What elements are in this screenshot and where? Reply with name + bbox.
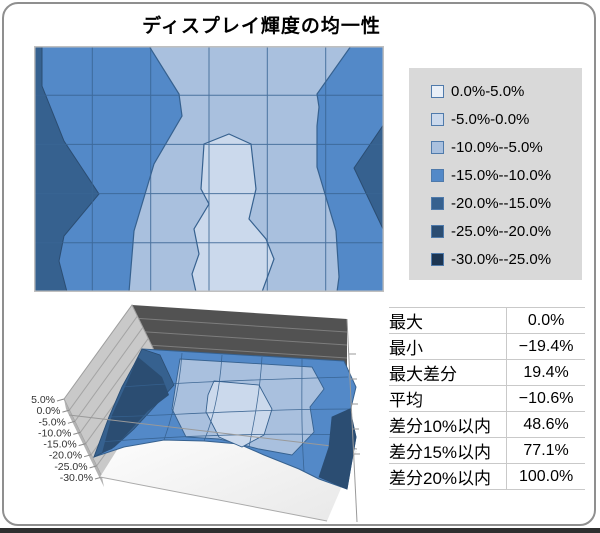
legend-swatch (431, 112, 444, 126)
legend-swatch (431, 168, 444, 182)
stats-label: 差分10%以内 (389, 411, 507, 438)
surface-band-m5-0 (205, 380, 273, 448)
legend-label: -25.0%--20.0% (451, 222, 552, 240)
floor-front-edge (99, 476, 328, 522)
legend-swatch (431, 196, 444, 210)
stats-label: 平均 (389, 385, 507, 412)
stats-value: 48.6% (506, 411, 585, 438)
bottom-edge-bar (0, 528, 600, 533)
legend-label: -5.0%-0.0% (451, 110, 530, 128)
z-axis-labels: 5.0% 0.0% -5.0% -10.0% -15.0% -20.0% -25… (31, 394, 93, 484)
stats-value: 100.0% (506, 463, 585, 490)
surface-3d-chart: 5.0% 0.0% -5.0% -10.0% -15.0% -20.0% -25… (14, 297, 384, 524)
contour-chart (33, 45, 385, 297)
right-axis-ticks (349, 353, 360, 455)
stats-value: 19.4% (506, 359, 585, 386)
surface-band-right-dark (318, 408, 357, 490)
chart-card: ディスプレイ輝度の均一性 (2, 2, 596, 526)
stats-label: 最大 (389, 307, 507, 334)
stats-table: 最大 0.0% 最小 −19.4% 最大差分 19.4% 平均 −10.6% 差… (389, 307, 585, 490)
legend-label: -30.0%--25.0% (451, 250, 552, 268)
stats-value: 77.1% (506, 437, 585, 464)
legend-label: 0.0%-5.0% (451, 82, 525, 100)
legend-item: -30.0%--25.0% (431, 245, 582, 273)
legend-item: -10.0%--5.0% (431, 133, 582, 161)
legend-swatch (431, 140, 444, 154)
legend-label: -15.0%--10.0% (451, 166, 552, 184)
floor-level-line (68, 414, 358, 450)
stats-row: 平均 −10.6% (389, 385, 585, 412)
z-axis-label: -25.0% (54, 461, 87, 473)
chart-title: ディスプレイ輝度の均一性 (142, 16, 381, 37)
stats-row: 最大 0.0% (389, 307, 585, 334)
surface-3d-svg: 5.0% 0.0% -5.0% -10.0% -15.0% -20.0% -25… (31, 304, 360, 523)
legend-item: -25.0%--20.0% (431, 217, 582, 245)
legend-swatch (431, 84, 444, 98)
legend: 0.0%-5.0% -5.0%-0.0% -10.0%--5.0% -15.0%… (409, 68, 582, 280)
legend-swatch (431, 224, 444, 238)
contour-svg (33, 45, 385, 293)
legend-label: -20.0%--15.0% (451, 194, 552, 212)
stats-label: 差分20%以内 (389, 463, 507, 490)
legend-item: 0.0%-5.0% (431, 77, 582, 105)
stats-row: 差分20%以内 100.0% (389, 463, 585, 490)
right-axis (346, 318, 358, 523)
stats-row: 最小 −19.4% (389, 333, 585, 360)
stats-value: −10.6% (506, 385, 585, 412)
legend-item: -20.0%--15.0% (431, 189, 582, 217)
surface-mesh (99, 352, 353, 472)
contour-gridlines (34, 46, 384, 292)
z-axis-label: 5.0% (31, 394, 55, 406)
z-axis-label: -15.0% (43, 439, 76, 451)
stats-value: −19.4% (506, 333, 585, 360)
z-axis-label: -5.0% (38, 416, 65, 428)
contour-frame (34, 46, 384, 292)
z-axis-label: 0.0% (36, 405, 60, 417)
stats-label: 最小 (389, 333, 507, 360)
z-axis-label: -30.0% (60, 472, 93, 484)
stats-value: 0.0% (506, 307, 585, 334)
stats-row: 差分10%以内 48.6% (389, 411, 585, 438)
legend-swatch (431, 252, 444, 266)
legend-item: -15.0%--10.0% (431, 161, 582, 189)
z-axis-label: -10.0% (38, 427, 71, 439)
surface-band-m25-m20 (102, 357, 169, 453)
stats-label: 差分15%以内 (389, 437, 507, 464)
stats-row: 最大差分 19.4% (389, 359, 585, 386)
z-axis-label: -20.0% (49, 450, 82, 462)
stats-row: 差分15%以内 77.1% (389, 437, 585, 464)
legend-label: -10.0%--5.0% (451, 138, 543, 156)
left-wall-side (64, 399, 104, 487)
legend-item: -5.0%-0.0% (431, 105, 582, 133)
stats-label: 最大差分 (389, 359, 507, 386)
